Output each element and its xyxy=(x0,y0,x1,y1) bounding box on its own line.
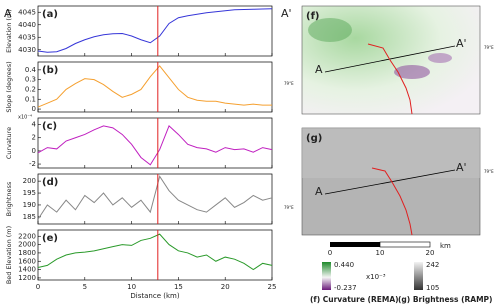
panel-label: (g) xyxy=(306,133,322,144)
y-axis-label: Brightness xyxy=(5,181,13,216)
lon-label: 79°E xyxy=(484,45,494,50)
x-tick-label: 25 xyxy=(268,283,277,291)
trace xyxy=(367,43,413,115)
map-f: (f) A A' 79°E 79°E xyxy=(284,5,494,115)
line-chart: -2 0 2 4 Curvature x10⁻⁴ (c) xyxy=(5,115,273,169)
colorbar-max: 0.440 xyxy=(334,261,354,269)
colorbar-min: 105 xyxy=(426,284,439,292)
panel-label: (e) xyxy=(42,233,58,244)
colorbar-min: -0.237 xyxy=(334,284,357,292)
point-label: A' xyxy=(456,161,467,174)
trace xyxy=(371,167,413,236)
data-line xyxy=(37,175,273,220)
data-line xyxy=(37,233,273,271)
x-tick-label: 0 xyxy=(36,283,40,291)
plot-frame xyxy=(37,229,273,281)
scale-segment xyxy=(330,242,380,247)
point-label: A xyxy=(315,185,323,198)
line-chart: 185 190 195 200 Brightness (d) xyxy=(5,173,273,225)
x-tick-label: 10 xyxy=(127,283,136,291)
y-tick-label: 1400 xyxy=(18,266,36,274)
legend-f: 0.440 -0.237 x10⁻³ (f) Curvature (REMA) xyxy=(310,261,399,304)
y-tick-label: 1600 xyxy=(18,257,36,265)
data-line xyxy=(37,8,273,53)
y-tick-label: 185 xyxy=(23,213,36,221)
lon-label: 79°E xyxy=(484,169,494,174)
y-tick-label: 4035 xyxy=(18,33,36,41)
lon-label: 79°E xyxy=(284,205,294,210)
y-tick-label: 4030 xyxy=(18,46,36,54)
map-g: (g) A A' 79°E 79°E xyxy=(284,127,494,236)
legend-title: (f) Curvature (REMA) xyxy=(310,295,399,304)
line-chart: 4030 4035 4040 4045 Elevation (m) (a) xyxy=(5,5,273,57)
profile-end: A' xyxy=(281,7,292,20)
y-tick-label: -2 xyxy=(29,160,36,168)
legend-title: (g) Brightness (RAMP) xyxy=(398,295,492,304)
x-tick-label: 5 xyxy=(83,283,87,291)
scale-bar: 0 10 20 km xyxy=(328,241,451,257)
x-tick-label: 15 xyxy=(174,283,183,291)
y-axis-label: Slope (degrees) xyxy=(5,61,13,112)
point-label: A' xyxy=(456,37,467,50)
y-tick-label: 4 xyxy=(32,121,37,129)
panel-label: (d) xyxy=(42,177,58,188)
data-line xyxy=(37,65,272,108)
scale-unit: km xyxy=(440,242,451,250)
scale-segment xyxy=(379,241,431,248)
profile-line xyxy=(324,45,456,73)
map-feature xyxy=(428,53,452,63)
plot-frame xyxy=(37,61,273,113)
panel-label: (f) xyxy=(306,11,320,22)
panel-label: (b) xyxy=(42,65,58,76)
y-tick-label: 195 xyxy=(23,189,36,197)
y-axis-label: Bed Elevation (m) xyxy=(5,226,13,284)
colorbar-max: 242 xyxy=(426,261,439,269)
y-tick-label: 0.3 xyxy=(25,76,36,84)
plot-frame xyxy=(37,5,273,57)
y-tick-label: 4045 xyxy=(18,8,36,16)
y-tick-label: 0.2 xyxy=(25,85,36,93)
line-chart: 0 0.1 0.20.3 0.4 Slope (degrees) (b) xyxy=(5,61,273,113)
map-feature xyxy=(394,65,430,79)
scale-label: 20 xyxy=(426,249,435,257)
y-tick-label: 1200 xyxy=(18,274,36,282)
y-axis-label: Elevation (m) xyxy=(5,9,13,53)
lon-label: 79°E xyxy=(284,81,294,86)
panel-label: (a) xyxy=(42,9,58,20)
y-tick-label: 0 xyxy=(32,147,36,155)
y-tick-label: 0.4 xyxy=(25,66,37,74)
point-label: A xyxy=(315,63,323,76)
colorbar xyxy=(322,262,331,290)
y-tick-label: 2200 xyxy=(18,232,36,240)
data-line xyxy=(37,125,273,166)
y-tick-label: 2000 xyxy=(18,241,36,249)
y-tick-label: 4040 xyxy=(18,21,36,29)
legend-g: 242 105 (g) Brightness (RAMP) xyxy=(398,261,492,304)
profile-start: A xyxy=(4,7,12,20)
panel-label: (c) xyxy=(42,121,57,132)
y-tick-label: 2 xyxy=(32,134,36,142)
y-tick-label: 1800 xyxy=(18,249,36,257)
colorbar xyxy=(414,262,423,290)
plot-frame xyxy=(37,117,273,169)
y-tick-label: 200 xyxy=(23,177,36,185)
scale-label: 0 xyxy=(328,249,332,257)
x-tick-label: 20 xyxy=(221,283,230,291)
profile-line xyxy=(324,169,456,195)
y-tick-label: 190 xyxy=(23,201,36,209)
y-tick-label: 0.1 xyxy=(25,95,36,103)
map-shade xyxy=(302,128,480,178)
colorbar-unit: x10⁻³ xyxy=(366,273,386,281)
y-axis-label: Curvature xyxy=(5,127,13,159)
y-tick-label: 0 xyxy=(32,105,36,113)
plot-frame xyxy=(37,173,273,225)
scale-label: 10 xyxy=(376,249,385,257)
map-feature xyxy=(308,18,352,42)
x-axis-label: Distance (km) xyxy=(130,292,179,300)
axis-multiplier: x10⁻⁴ xyxy=(18,115,32,121)
